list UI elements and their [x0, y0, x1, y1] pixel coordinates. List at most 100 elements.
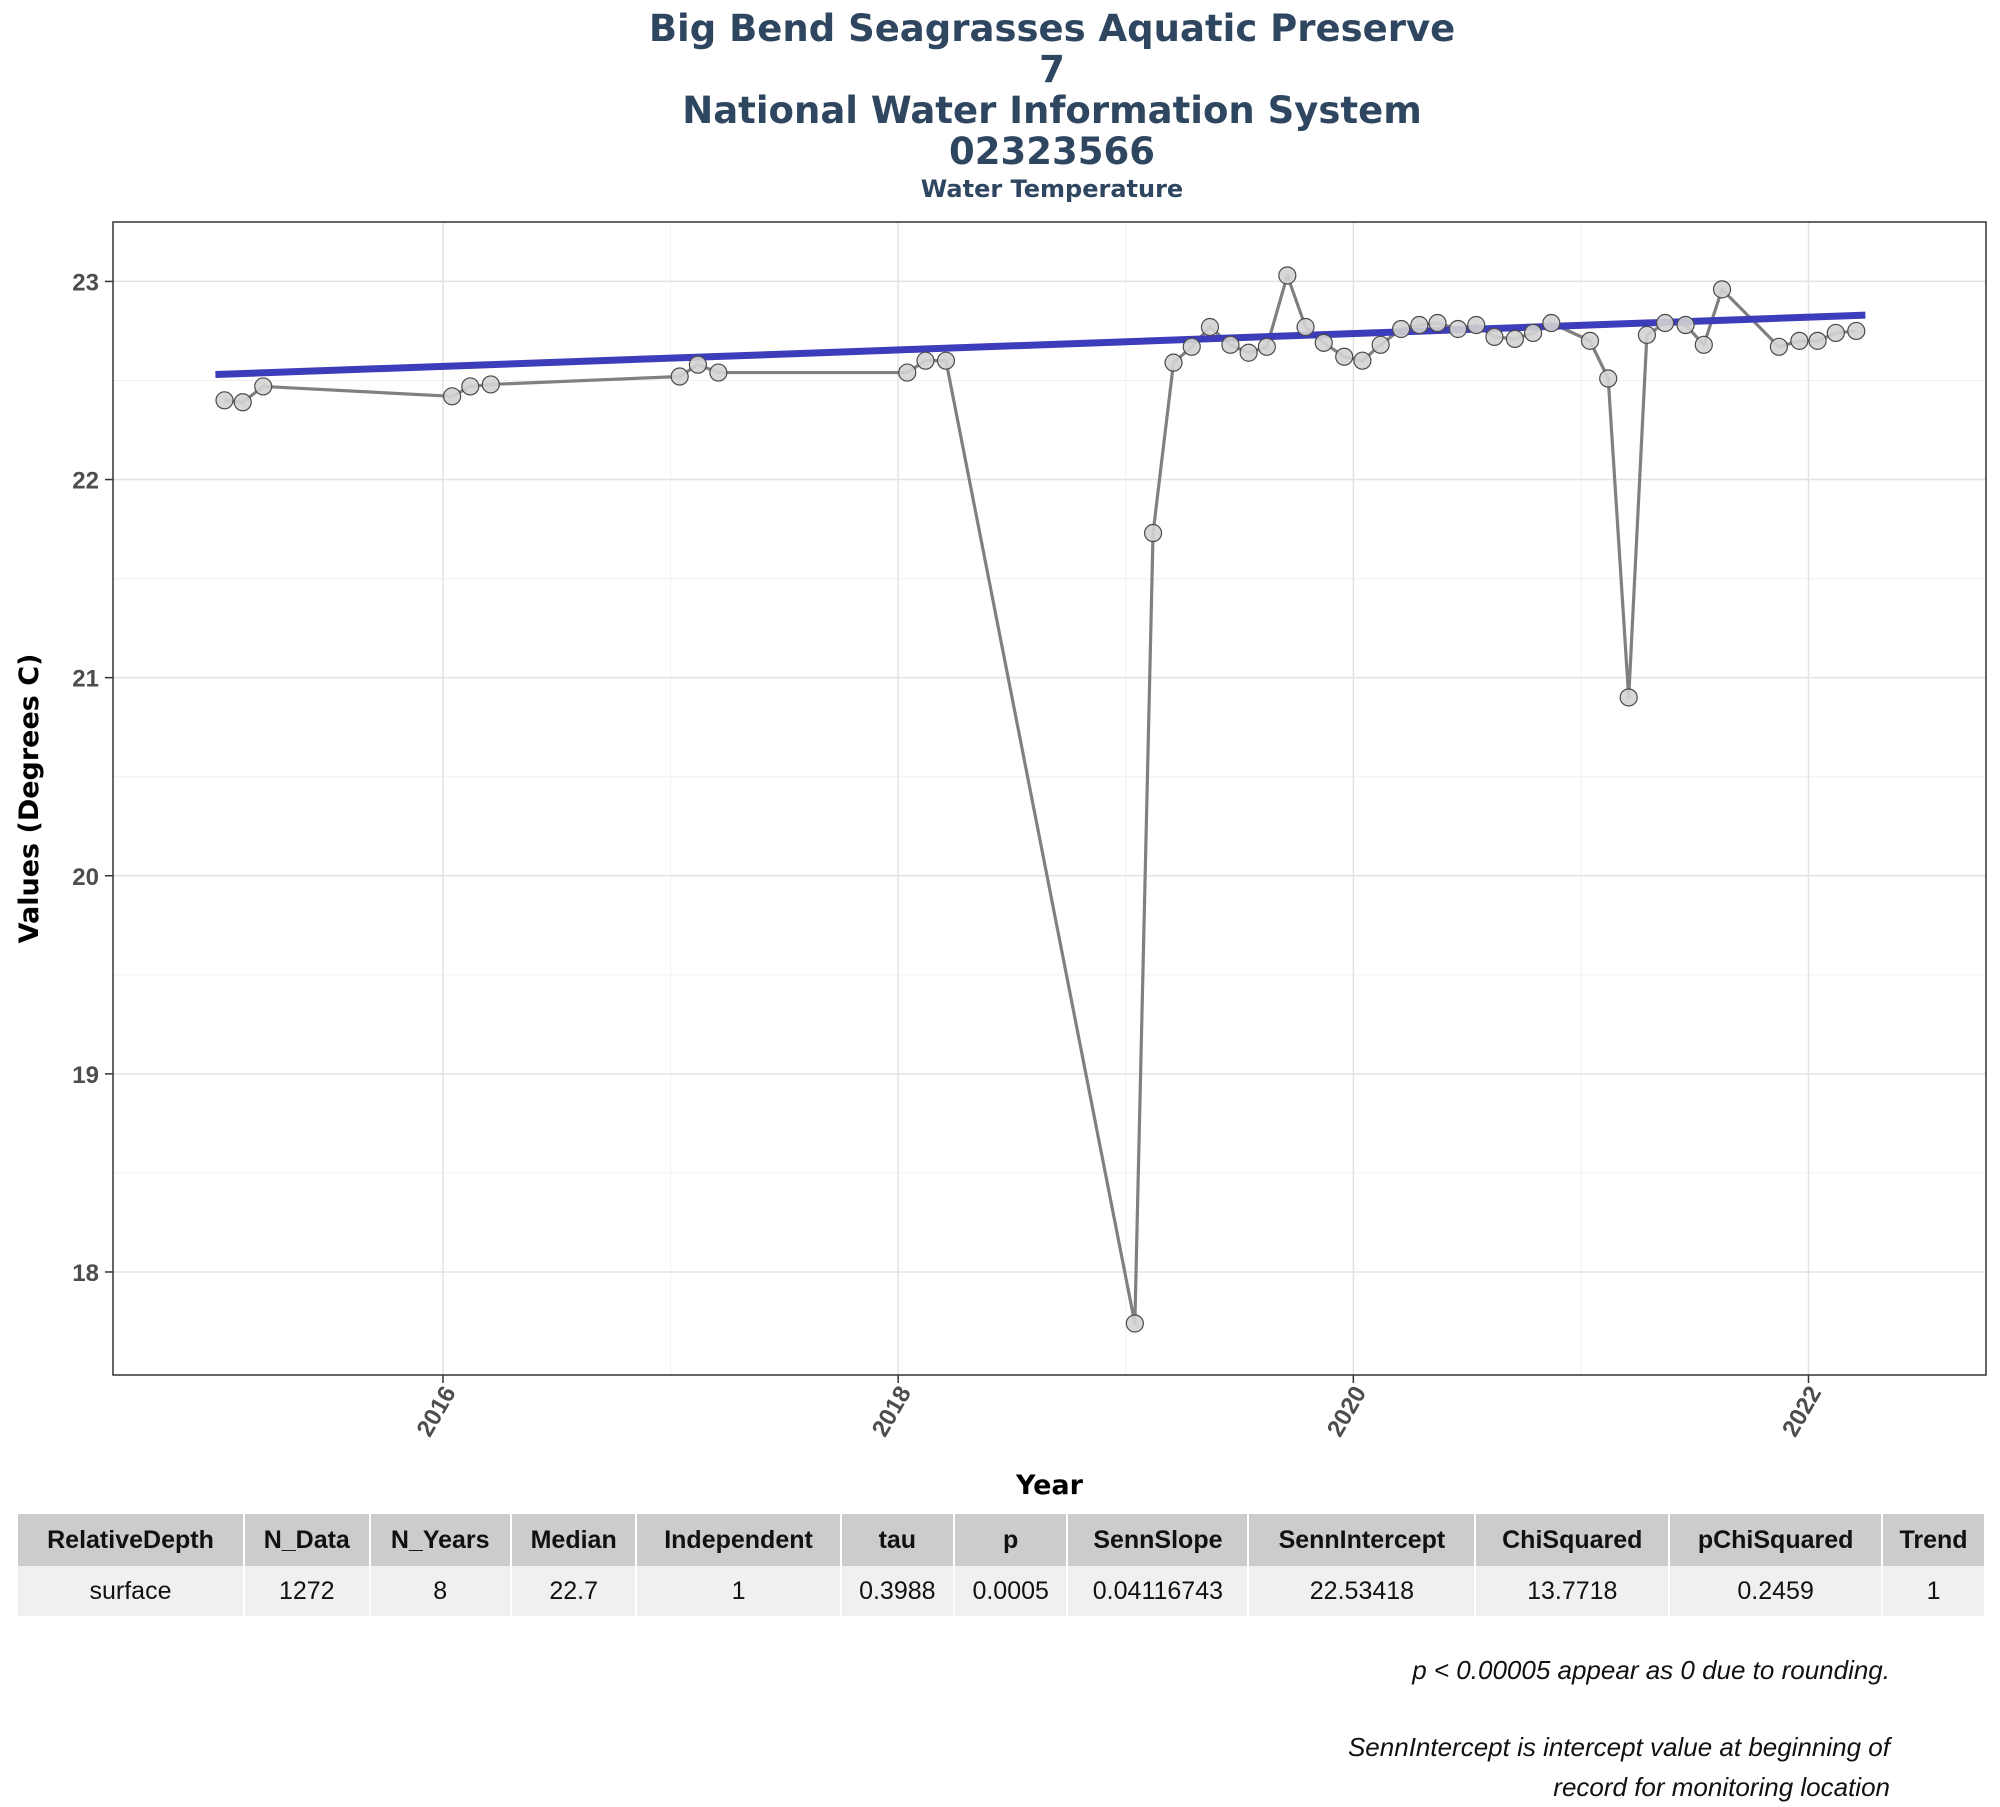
grid [113, 222, 1986, 1375]
data-point [1847, 321, 1866, 341]
data-point [1769, 337, 1789, 356]
data-point [1278, 266, 1297, 285]
y-tick-label: 23 [72, 269, 99, 296]
x-axis-label: Year [1015, 1470, 1084, 1500]
intercept-note-line-1: SennIntercept is intercept value at begi… [1347, 1732, 1890, 1762]
y-tick-label: 20 [72, 864, 99, 891]
data-point [1694, 335, 1713, 354]
intercept-note-line-2: record for monitoring location [1553, 1772, 1890, 1802]
table-cell: 1 [637, 1566, 840, 1616]
table-cell: 22.53418 [1249, 1566, 1475, 1616]
column-header: ChiSquared [1476, 1514, 1669, 1566]
y-tick-label: 22 [72, 468, 99, 495]
data-point [898, 363, 917, 382]
data-point [1410, 315, 1429, 335]
column-header: tau [841, 1514, 953, 1566]
data-point [254, 377, 273, 396]
data-point [1580, 331, 1600, 350]
data-point [1182, 337, 1201, 356]
data-point [688, 355, 707, 374]
data-point [1428, 313, 1447, 333]
intercept-note: SennIntercept is intercept value at begi… [1348, 1727, 1890, 1807]
data-point [1221, 335, 1240, 354]
table-cell: 1272 [244, 1566, 369, 1616]
x-tick-label: 2018 [867, 1382, 917, 1442]
values-line [224, 273, 1857, 1326]
chart-title-program: National Water Information System [682, 89, 1422, 132]
column-header: RelativeDepth [18, 1514, 243, 1566]
y-tick-label: 19 [72, 1062, 99, 1089]
data-point [1826, 323, 1845, 343]
column-header: Median [511, 1514, 636, 1566]
data-point [916, 351, 935, 370]
table-cell: 0.04116743 [1068, 1566, 1248, 1616]
column-header: pChiSquared [1670, 1514, 1882, 1566]
data-point [1314, 333, 1333, 352]
data-point [442, 387, 462, 406]
data-point [1392, 319, 1411, 339]
table-cell: 0.0005 [955, 1566, 1067, 1616]
data-point [481, 375, 500, 394]
chart-titles: Big Bend Seagrasses Aquatic Preserve 7 N… [0, 8, 2000, 206]
data-point [1542, 313, 1561, 333]
data-point [1200, 317, 1220, 337]
y-tick-label: 21 [72, 666, 99, 693]
table-cell: 8 [370, 1566, 510, 1616]
column-header: p [955, 1514, 1067, 1566]
data-point [1257, 337, 1276, 356]
table-header-row: RelativeDepth N_Data N_Years Median Independ… [18, 1514, 1984, 1566]
data-point [1712, 280, 1732, 299]
data-point [1485, 327, 1504, 347]
column-header: SennIntercept [1249, 1514, 1475, 1566]
data-point [1619, 688, 1638, 707]
data-point [1143, 523, 1163, 543]
data-point [1808, 331, 1827, 350]
data-point [1637, 325, 1657, 345]
chart-title-station: 7 [1039, 48, 1065, 91]
line-chart: 18 19 20 21 22 23 2016 2018 2020 2022 Year Value… [14, 221, 1987, 1500]
table-cell: 13.7718 [1476, 1566, 1669, 1616]
data-point [1296, 317, 1315, 337]
data-point [1524, 323, 1543, 343]
data-point [1676, 315, 1695, 335]
data-point [1656, 313, 1675, 333]
chart-title-program-id: 02323566 [949, 130, 1155, 173]
data-point [1790, 331, 1809, 350]
data-point [936, 351, 956, 370]
column-header: N_Years [370, 1514, 510, 1566]
data-point [1505, 329, 1525, 348]
data-point [709, 363, 728, 382]
data-layer [215, 266, 1866, 1333]
table-cell: 1 [1883, 1566, 1984, 1616]
column-header: Trend [1883, 1514, 1984, 1566]
data-point [1164, 353, 1183, 372]
y-axis-label: Values (Degrees C) [14, 654, 45, 944]
table-cell: 0.2459 [1670, 1566, 1882, 1616]
x-tick-label: 2016 [412, 1382, 462, 1442]
trend-line [215, 311, 1866, 379]
data-point [215, 391, 234, 410]
data-point [1239, 343, 1258, 362]
data-point [1353, 351, 1372, 370]
chart-subtitle: Water Temperature [920, 175, 1184, 203]
data-point [1371, 335, 1390, 354]
table-cell: surface [18, 1566, 243, 1616]
y-tick-label: 18 [72, 1260, 99, 1287]
data-point [1448, 319, 1468, 339]
data-point [1335, 347, 1354, 366]
table-cell: 22.7 [511, 1566, 636, 1616]
table-row: surface 1272 8 22.7 1 0.3988 0.0005 0.04116743 2… [18, 1566, 1984, 1616]
column-header: SennSlope [1068, 1514, 1248, 1566]
data-point [233, 393, 252, 412]
plot-panel-border [112, 221, 1987, 1376]
trend-statistics-table: RelativeDepth N_Data N_Years Median Independ… [16, 1514, 1986, 1616]
column-header: N_Data [244, 1514, 369, 1566]
chart-title-site: Big Bend Seagrasses Aquatic Preserve [648, 7, 1456, 50]
table-body: surface 1272 8 22.7 1 0.3988 0.0005 0.04116743 2… [18, 1566, 1984, 1616]
data-point [670, 367, 689, 386]
data-point [1467, 315, 1486, 335]
x-tick-label: 2022 [1777, 1382, 1827, 1442]
data-point [1125, 1314, 1144, 1333]
data-point [1599, 369, 1618, 388]
x-tick-label: 2020 [1322, 1382, 1372, 1442]
